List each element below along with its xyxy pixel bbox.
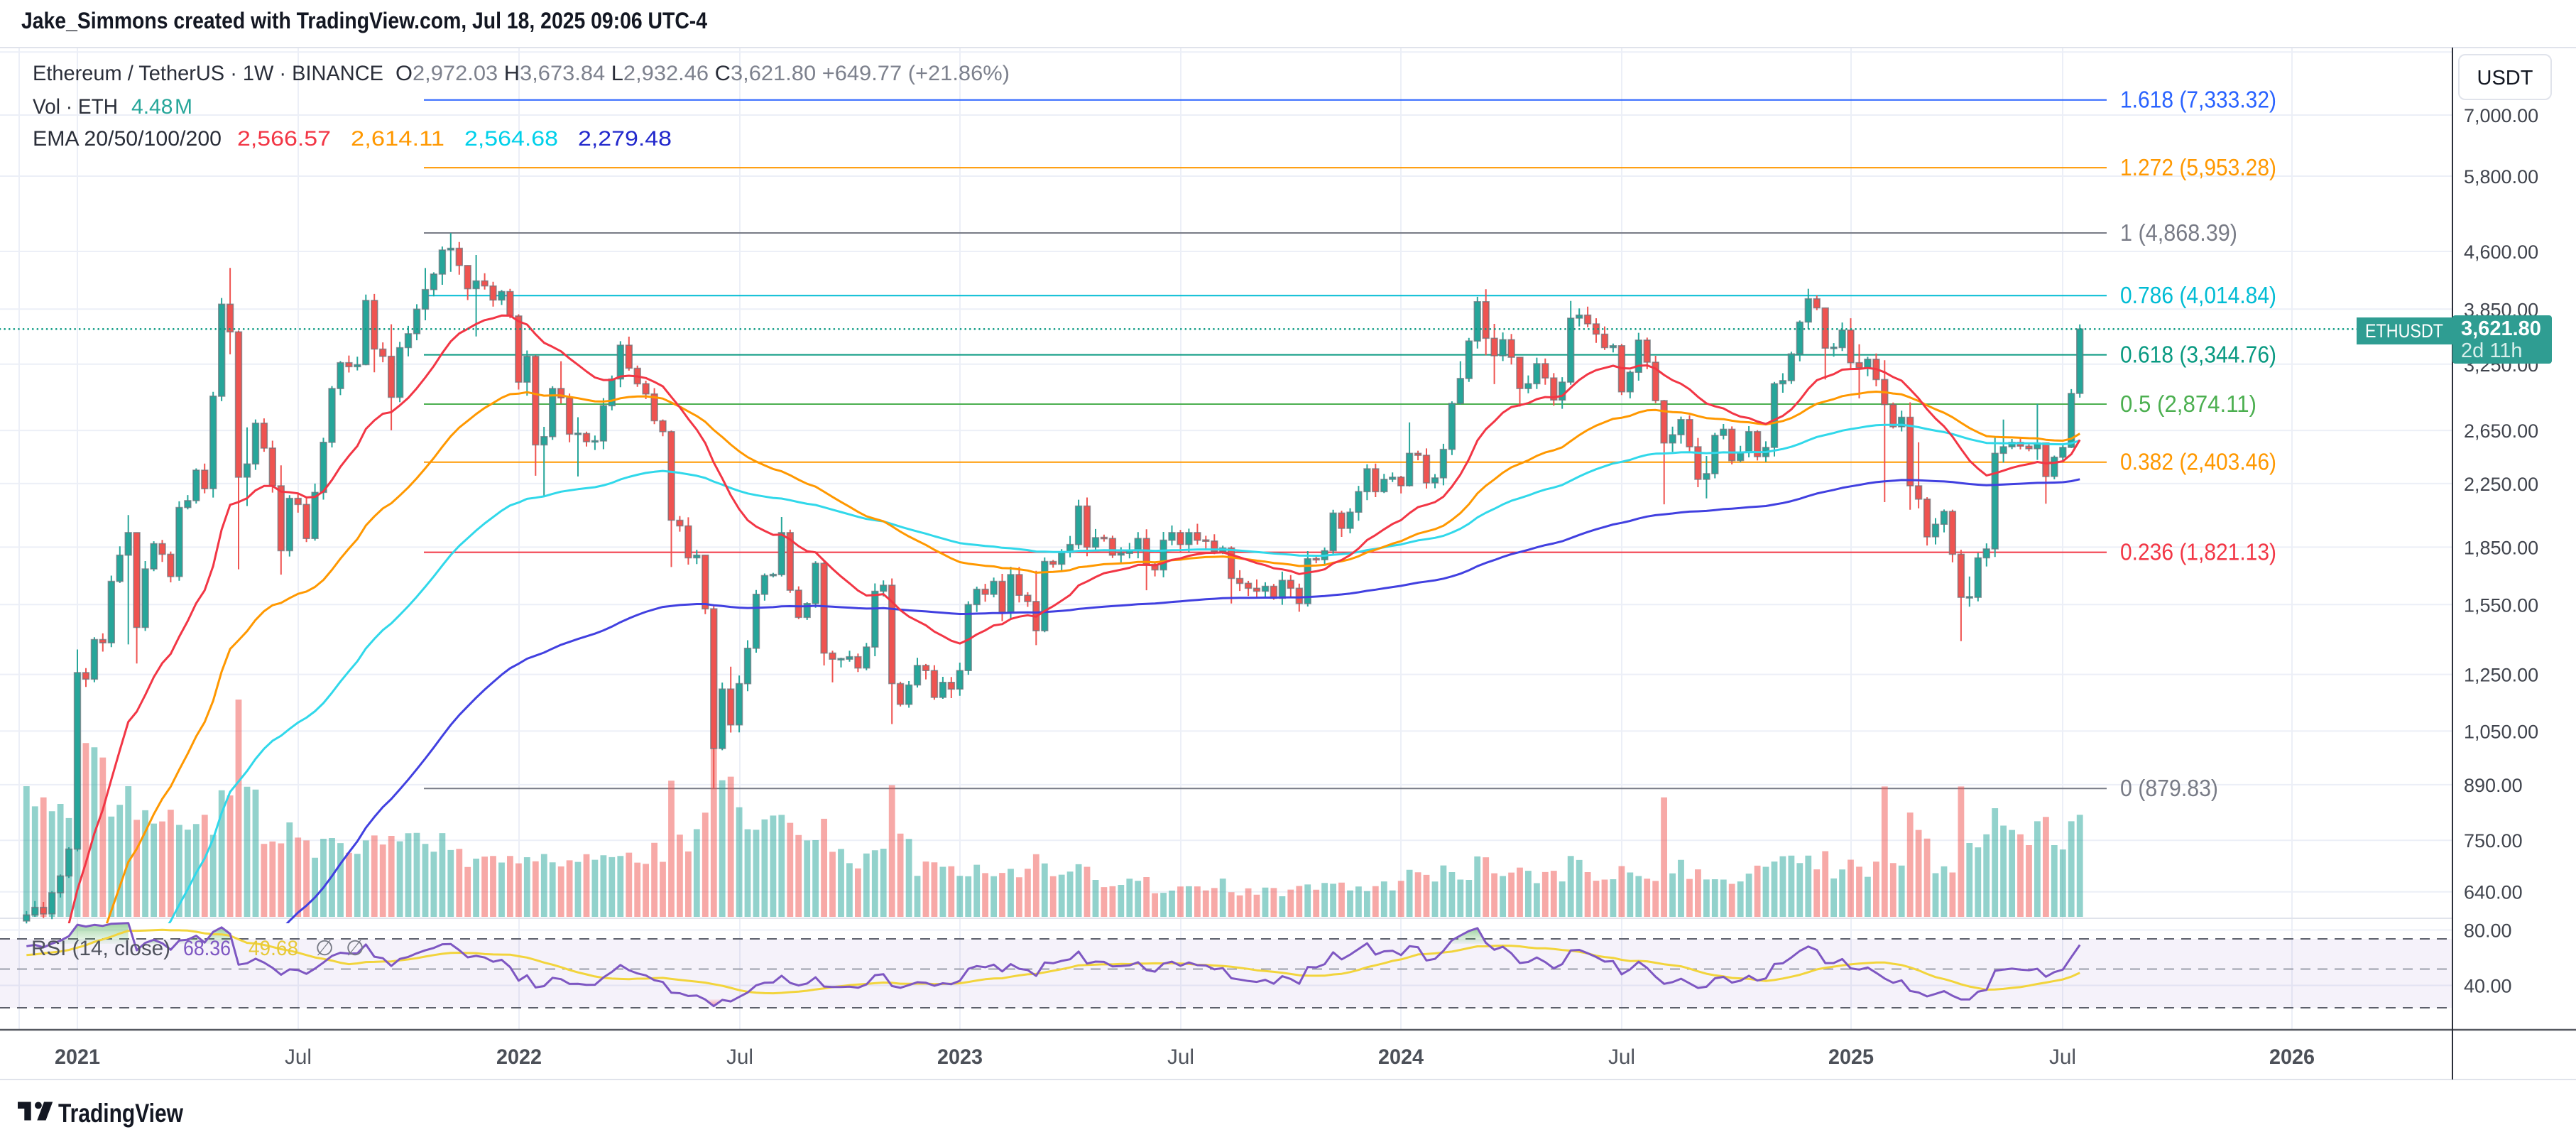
- svg-text:890.00: 890.00: [2464, 775, 2523, 796]
- svg-text:1,050.00: 1,050.00: [2464, 721, 2538, 742]
- svg-text:2,564.68: 2,564.68: [464, 127, 558, 151]
- svg-text:0.618 (3,344.76): 0.618 (3,344.76): [2120, 342, 2276, 368]
- svg-text:0.382 (2,403.46): 0.382 (2,403.46): [2120, 449, 2276, 475]
- svg-text:2,279.48: 2,279.48: [578, 127, 672, 151]
- svg-text:1 (4,868.39): 1 (4,868.39): [2120, 219, 2237, 246]
- svg-text:0 (879.83): 0 (879.83): [2120, 775, 2218, 801]
- svg-text:2021: 2021: [55, 1045, 100, 1069]
- svg-text:1.272 (5,953.28): 1.272 (5,953.28): [2120, 154, 2276, 180]
- svg-text:O2,972.03 H3,673.84 L2,932.46: O2,972.03 H3,673.84 L2,932.46 C3,621.80 …: [395, 62, 1010, 85]
- svg-text:2,614.11: 2,614.11: [351, 127, 444, 151]
- svg-text:Jul: Jul: [2049, 1045, 2076, 1069]
- svg-text:2,650.00: 2,650.00: [2464, 420, 2538, 442]
- svg-text:USDT: USDT: [2477, 67, 2533, 89]
- svg-text:Vol · ETH: Vol · ETH: [33, 95, 118, 119]
- svg-text:Jul: Jul: [726, 1045, 753, 1069]
- svg-text:640.00: 640.00: [2464, 882, 2523, 903]
- svg-text:1,550.00: 1,550.00: [2464, 594, 2538, 616]
- svg-text:0.786 (4,014.84): 0.786 (4,014.84): [2120, 282, 2276, 308]
- svg-text:0.5 (2,874.11): 0.5 (2,874.11): [2120, 391, 2256, 417]
- svg-text:7,000.00: 7,000.00: [2464, 105, 2538, 126]
- svg-text:RSI (14, close): RSI (14, close): [31, 937, 170, 960]
- svg-text:Jul: Jul: [1608, 1045, 1635, 1069]
- svg-text:0.236 (1,821.13): 0.236 (1,821.13): [2120, 539, 2276, 565]
- svg-text:4,600.00: 4,600.00: [2464, 241, 2538, 263]
- svg-text:∅: ∅: [315, 937, 334, 960]
- svg-text:2022: 2022: [496, 1045, 542, 1069]
- svg-text:750.00: 750.00: [2464, 830, 2523, 852]
- svg-text:1.618 (7,333.32): 1.618 (7,333.32): [2120, 87, 2276, 113]
- svg-text:Jake_Simmons created with Trad: Jake_Simmons created with TradingView.co…: [21, 8, 707, 33]
- svg-text:1,250.00: 1,250.00: [2464, 665, 2538, 686]
- svg-text:Jul: Jul: [1167, 1045, 1194, 1069]
- svg-text:2023: 2023: [937, 1045, 983, 1069]
- svg-text:TradingView: TradingView: [58, 1099, 183, 1128]
- svg-text:Ethereum / TetherUS · 1W · BIN: Ethereum / TetherUS · 1W · BINANCE: [33, 62, 383, 85]
- svg-text:∅: ∅: [346, 937, 364, 960]
- svg-text:2,566.57: 2,566.57: [237, 127, 331, 151]
- svg-text:EMA 20/50/100/200: EMA 20/50/100/200: [33, 127, 222, 151]
- svg-text:1,850.00: 1,850.00: [2464, 537, 2538, 558]
- svg-text:2024: 2024: [1378, 1045, 1424, 1069]
- svg-text:80.00: 80.00: [2464, 920, 2512, 942]
- svg-text:ETHUSDT: ETHUSDT: [2365, 320, 2443, 342]
- svg-text:49.68: 49.68: [249, 937, 298, 960]
- svg-text:68.36: 68.36: [183, 937, 231, 960]
- svg-text:40.00: 40.00: [2464, 976, 2512, 997]
- svg-text:2026: 2026: [2269, 1045, 2315, 1069]
- svg-text:4.48 M: 4.48 M: [131, 95, 192, 119]
- svg-text:5,800.00: 5,800.00: [2464, 166, 2538, 187]
- svg-text:2d 11h: 2d 11h: [2461, 339, 2523, 362]
- svg-text:2,250.00: 2,250.00: [2464, 474, 2538, 495]
- svg-text:Jul: Jul: [285, 1045, 312, 1069]
- svg-text:3,621.80: 3,621.80: [2461, 317, 2541, 340]
- svg-text:2025: 2025: [1828, 1045, 1874, 1069]
